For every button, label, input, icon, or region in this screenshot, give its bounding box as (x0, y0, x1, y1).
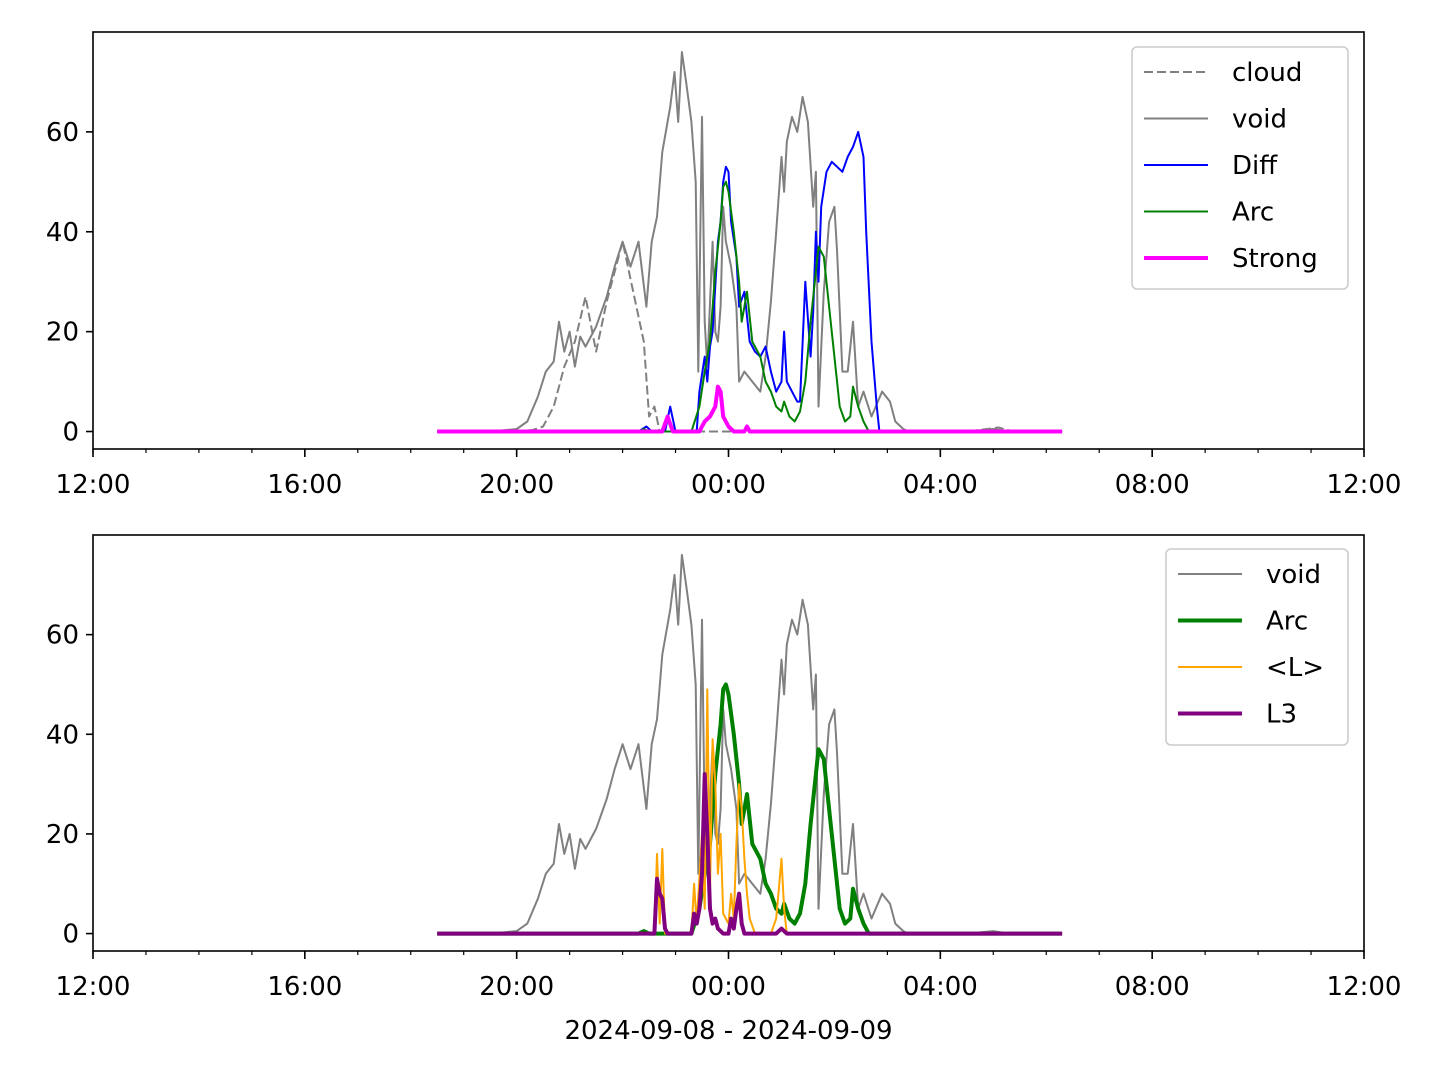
x-tick-label: 08:00 (1115, 470, 1190, 500)
x-tick-label: 08:00 (1115, 972, 1190, 1002)
x-tick-label: 04:00 (903, 470, 978, 500)
legend-label: Arc (1266, 607, 1308, 637)
y-tick-label: 60 (46, 118, 79, 148)
series-line-arc (437, 180, 1063, 433)
x-tick-label: 16:00 (267, 470, 342, 500)
series-line-cloud (437, 240, 1063, 433)
y-tick-label: 0 (62, 920, 79, 950)
legend-label: void (1266, 560, 1321, 590)
x-tick-label: 00:00 (691, 972, 766, 1002)
x-tick-label: 00:00 (691, 470, 766, 500)
series-line-diff (437, 130, 1063, 433)
y-tick-label: 60 (46, 621, 79, 651)
series-line-l3 (437, 772, 1063, 936)
series-line-void (437, 553, 1063, 935)
legend-label: void (1232, 105, 1287, 135)
legend: void Arc <L> L3 (1165, 548, 1349, 746)
x-tick-label: 16:00 (267, 972, 342, 1002)
series-line-strong (437, 384, 1063, 434)
x-tick-label: 12:00 (1327, 470, 1402, 500)
legend-label: <L> (1266, 653, 1324, 683)
legend-label: L3 (1266, 700, 1297, 730)
x-tick-label: 20:00 (479, 972, 554, 1002)
x-tick-label: 20:00 (479, 470, 554, 500)
y-tick-label: 20 (46, 820, 79, 850)
x-tick-label: 12:00 (56, 972, 131, 1002)
legend-label: Arc (1232, 198, 1274, 228)
chart-panel-1: 0 20 40 60 12:00 16:00 20:00 00:00 04:00 08:00 12:… (46, 31, 1402, 500)
x-tick-label: 12:00 (1327, 972, 1402, 1002)
y-tick-label: 20 (46, 318, 79, 348)
series-group (437, 553, 1063, 936)
x-tick-label: 04:00 (903, 972, 978, 1002)
x-axis-label: 2024-09-08 - 2024-09-09 (564, 1016, 892, 1046)
legend-box (1131, 46, 1349, 290)
y-tick-label: 40 (46, 218, 79, 248)
series-group (437, 51, 1063, 434)
legend-label: Strong (1232, 244, 1318, 274)
y-tick-label: 0 (62, 418, 79, 448)
y-tick-label: 40 (46, 720, 79, 750)
chart-panel-2: 0 20 40 60 12:00 16:00 20:00 00:00 04:00 08:00 12:… (46, 534, 1402, 1046)
legend-label: Diff (1232, 151, 1278, 181)
legend-label: cloud (1232, 58, 1302, 88)
legend-box (1165, 548, 1349, 746)
series-line-void (437, 51, 1063, 433)
legend: cloud void Diff Arc Strong (1131, 46, 1349, 290)
x-tick-label: 12:00 (56, 470, 131, 500)
